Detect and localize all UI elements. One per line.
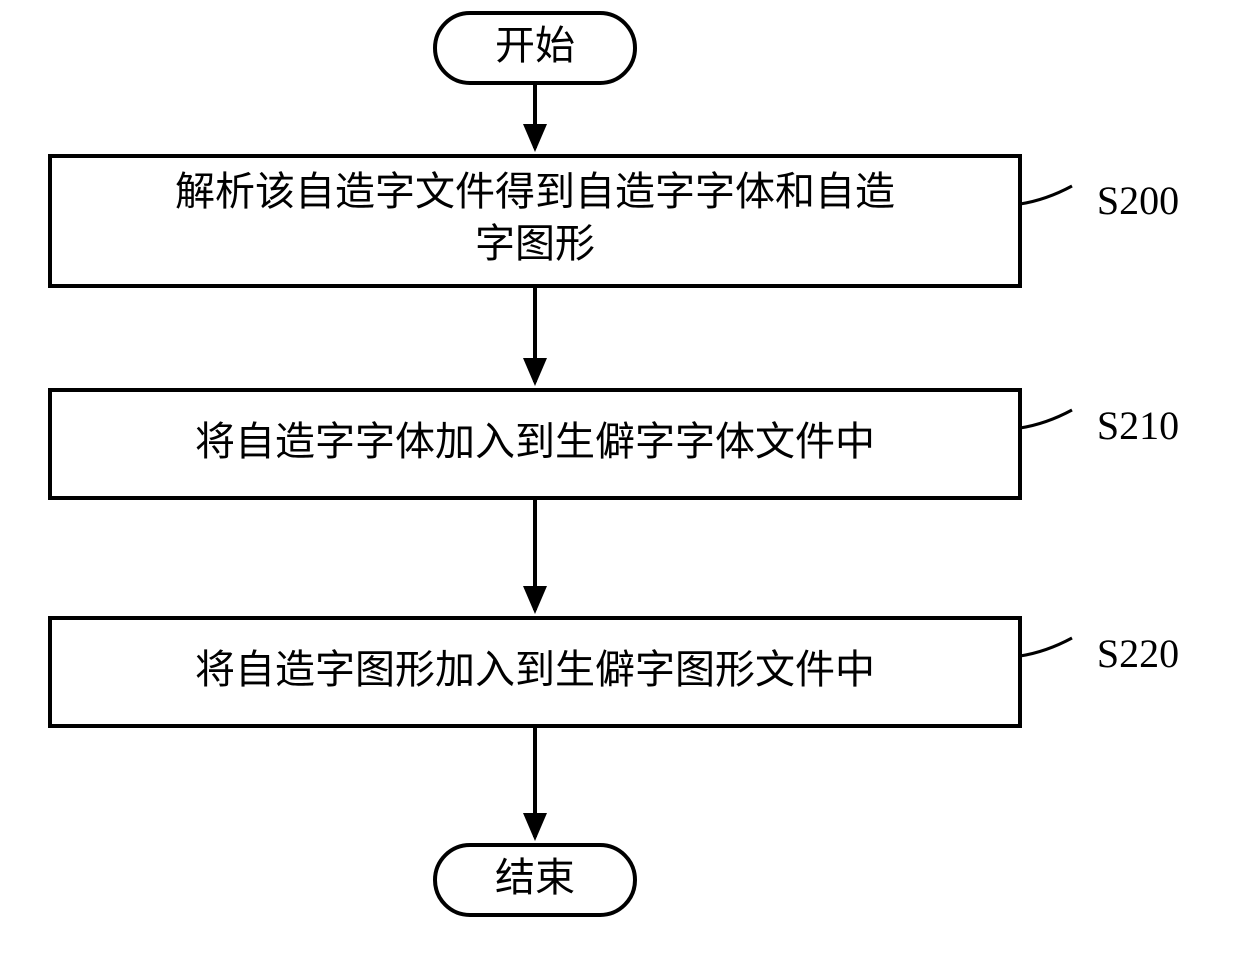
end-node: 结束 <box>435 845 635 915</box>
process-s220: 将自造字图形加入到生僻字图形文件中 S220 <box>50 618 1179 726</box>
process-s200-line1: 解析该自造字文件得到自造字字体和自造 <box>175 169 895 214</box>
process-s210: 将自造字字体加入到生僻字字体文件中 S210 <box>50 390 1179 498</box>
end-label: 结束 <box>495 855 575 900</box>
process-s220-connector <box>1020 638 1072 656</box>
process-s200-side-label: S200 <box>1097 178 1179 223</box>
process-s200-line2: 字图形 <box>475 221 595 266</box>
flowchart-canvas: 开始 解析该自造字文件得到自造字字体和自造 字图形 S200 将自造字字体加入到… <box>0 0 1239 956</box>
process-s210-connector <box>1020 410 1072 428</box>
start-label: 开始 <box>495 23 575 68</box>
process-s210-line1: 将自造字字体加入到生僻字字体文件中 <box>195 419 875 464</box>
process-s200-connector <box>1020 186 1072 204</box>
process-s210-side-label: S210 <box>1097 403 1179 448</box>
start-node: 开始 <box>435 13 635 83</box>
process-s220-side-label: S220 <box>1097 631 1179 676</box>
process-s200: 解析该自造字文件得到自造字字体和自造 字图形 S200 <box>50 156 1179 286</box>
process-s220-line1: 将自造字图形加入到生僻字图形文件中 <box>195 647 875 692</box>
